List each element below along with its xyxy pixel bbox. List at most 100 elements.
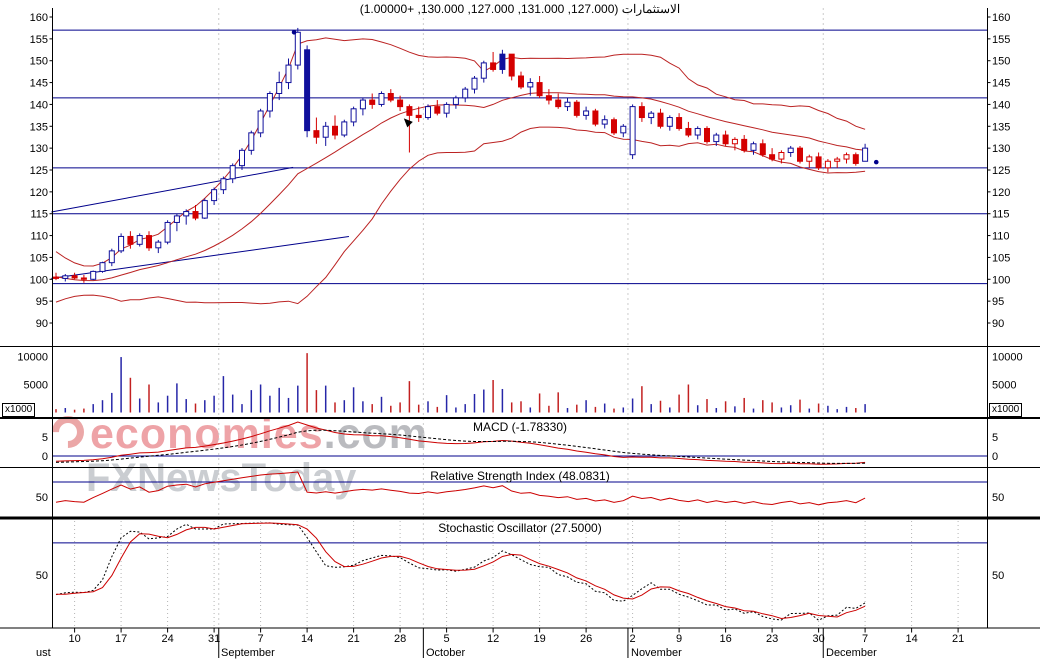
candle-body <box>99 262 106 272</box>
candle-body <box>518 75 524 88</box>
candle-body <box>824 160 831 169</box>
price-axis-label-right: 125 <box>992 165 1010 177</box>
month-label: December <box>826 647 877 659</box>
price-axis-label-left: 130 <box>30 143 48 155</box>
candle-body <box>555 99 562 108</box>
candle-body <box>620 125 627 134</box>
price-axis-label-right: 160 <box>992 12 1010 24</box>
candle-body <box>601 119 608 125</box>
candle-body <box>201 200 208 219</box>
candle-body <box>499 53 506 70</box>
bollinger-upper-band <box>55 37 866 267</box>
date-tick-label: 17 <box>115 633 127 645</box>
date-tick-label: 7 <box>862 633 868 645</box>
candle-body <box>676 117 683 129</box>
candle-body <box>248 132 255 151</box>
price-axis-label-left: 155 <box>30 34 48 46</box>
candle-body <box>480 62 487 79</box>
candle-body <box>731 138 738 145</box>
candle-body <box>862 147 869 162</box>
date-tick-label: 28 <box>394 633 406 645</box>
candle-body <box>722 134 729 145</box>
candle-body <box>341 121 348 136</box>
candle-body <box>350 108 357 123</box>
candle-body <box>694 127 701 136</box>
annotation-dot <box>291 29 297 35</box>
candle-body <box>359 99 366 110</box>
price-axis-label-right: 155 <box>992 34 1010 46</box>
candle-body <box>750 143 757 151</box>
candle-body <box>136 235 143 245</box>
date-tick-label: 26 <box>580 633 592 645</box>
price-axis-label-left: 135 <box>30 121 48 133</box>
candle-body <box>164 221 171 243</box>
date-tick-label: 21 <box>952 633 964 645</box>
trendline <box>51 166 294 213</box>
price-axis-label-left: 145 <box>30 78 48 90</box>
price-axis-label-right: 105 <box>992 252 1010 264</box>
macd-axis-label-right: 5 <box>992 432 998 444</box>
volume-axis-label-left: 10000 <box>17 352 48 364</box>
volume-axis-label-right: 5000 <box>992 380 1016 392</box>
candle-body <box>527 82 534 88</box>
macd-line <box>55 421 866 465</box>
candle-body <box>611 119 617 134</box>
price-axis-label-left: 150 <box>30 56 48 68</box>
volume-unit-label-left: x1000 <box>2 403 36 417</box>
candle-body <box>369 99 376 105</box>
price-axis-label-left: 105 <box>30 252 48 264</box>
date-tick-label: 16 <box>719 633 731 645</box>
price-axis-label-left: 90 <box>36 318 48 330</box>
candle-body <box>313 130 320 138</box>
candle-body <box>378 92 385 105</box>
candle-body <box>397 99 404 108</box>
candle-body <box>769 154 776 160</box>
candle-body <box>629 106 636 156</box>
price-axis-label-right: 100 <box>992 274 1010 286</box>
rsi-panel-label: Relative Strength Index (48.0831) <box>430 469 610 483</box>
candle-body <box>508 53 515 77</box>
candle-body <box>322 125 329 138</box>
price-axis-label-left: 95 <box>36 296 48 308</box>
candle-body <box>778 152 785 160</box>
price-axis-label-left: 115 <box>30 209 48 221</box>
candle-body <box>173 215 180 223</box>
volume-axis-label-right: 10000 <box>992 352 1023 364</box>
candle-body <box>573 101 580 116</box>
candle-body <box>666 117 673 127</box>
candle-body <box>183 211 190 217</box>
candle-body <box>276 82 283 94</box>
price-axis-label-right: 115 <box>992 209 1010 221</box>
candle-body <box>294 31 301 66</box>
annotation-arrow <box>403 118 413 128</box>
candle-body <box>53 276 59 279</box>
candle-body <box>583 110 590 116</box>
candle-body <box>71 275 78 279</box>
candle-body <box>471 77 478 90</box>
stoch-axis-label-right: 50 <box>992 570 1004 582</box>
month-label: ust <box>36 647 51 659</box>
date-tick-label: 9 <box>676 633 682 645</box>
month-label: September <box>221 647 275 659</box>
stoch-axis-label-left: 50 <box>36 570 48 582</box>
candle-body <box>536 82 543 97</box>
candle-body <box>406 106 413 116</box>
date-tick-label: 7 <box>258 633 264 645</box>
date-tick-label: 14 <box>905 633 917 645</box>
candle-body <box>806 156 813 162</box>
candle-body <box>490 62 497 70</box>
price-axis-label-right: 120 <box>992 187 1010 199</box>
candle-body <box>545 95 552 101</box>
candle-body <box>638 106 645 119</box>
candle-body <box>564 101 571 108</box>
stoch-k-line <box>55 522 866 621</box>
date-tick-label: 14 <box>301 633 313 645</box>
chart-title: الاستثمارات (127.000, 131.000, 127.000, … <box>359 2 681 16</box>
candle-body <box>592 110 599 125</box>
candle-body <box>192 211 199 219</box>
candle-body <box>257 110 264 134</box>
candle-body <box>852 154 859 164</box>
candle-body <box>155 241 162 249</box>
candle-body <box>332 125 338 136</box>
